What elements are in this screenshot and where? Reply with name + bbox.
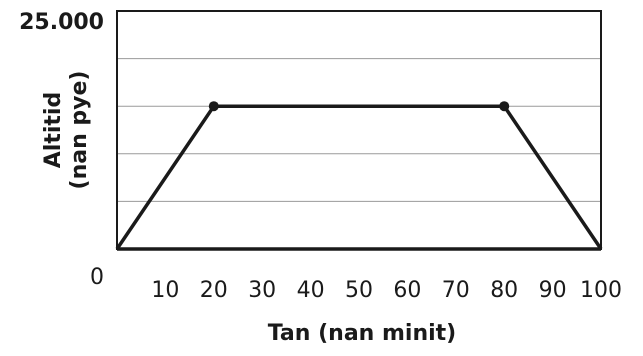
y-axis-label-line-1: Altitid [41, 92, 66, 168]
x-tick-label-70: 70 [442, 278, 470, 303]
y-axis-top-label: 25.000 [19, 10, 104, 35]
x-tick-label-30: 30 [248, 278, 276, 303]
plot-frame [116, 10, 602, 250]
x-tick-label-0: 0 [90, 265, 104, 290]
series-layer [115, 101, 603, 251]
x-tick-label-60: 60 [393, 278, 421, 303]
x-tick-label-10: 10 [151, 278, 179, 303]
gridlines [117, 58, 601, 202]
data-point-80 [499, 101, 510, 112]
x-tick-label-20: 20 [200, 278, 228, 303]
data-point-20 [208, 101, 219, 112]
x-tick-label-50: 50 [345, 278, 373, 303]
y-axis-label-line-2: (nan pye) [67, 71, 92, 190]
x-tick-label-80: 80 [490, 278, 518, 303]
x-tick-label-100: 100 [580, 278, 622, 303]
x-tick-label-90: 90 [539, 278, 567, 303]
x-tick-label-40: 40 [297, 278, 325, 303]
x-tick-labels: 0 10 20 30 40 50 60 70 80 90 100 [90, 265, 622, 303]
series-line-0 [115, 104, 603, 250]
x-axis-label: Tan (nan minit) [268, 321, 456, 346]
